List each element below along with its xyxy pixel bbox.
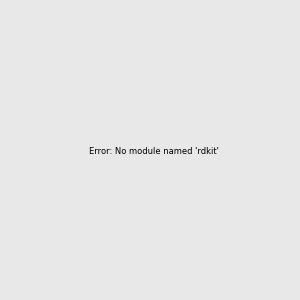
Text: Error: No module named 'rdkit': Error: No module named 'rdkit' xyxy=(89,147,219,156)
